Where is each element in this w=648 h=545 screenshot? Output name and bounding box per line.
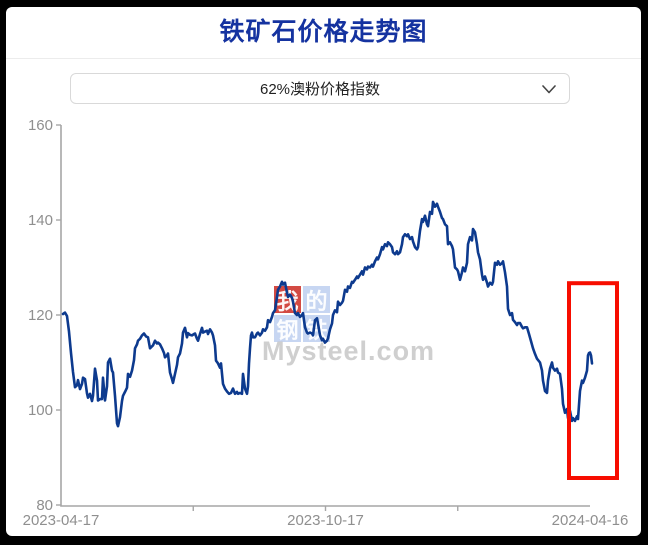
- x-axis-label: 2024-04-16: [552, 512, 629, 529]
- header-divider: [6, 58, 641, 59]
- y-axis-label: 80: [36, 497, 53, 514]
- price-chart-canvas[interactable]: 80 100 120 140 160 2023-04-17 2023-10-17 2024-0…: [6, 7, 641, 536]
- series-dropdown[interactable]: 62%澳粉价格指数: [70, 73, 570, 104]
- y-axis-label: 120: [28, 307, 53, 324]
- axis-lines: [60, 125, 590, 507]
- watermark-block: 的: [303, 286, 330, 314]
- price-line-series: [61, 200, 594, 428]
- watermark-logo: 我的钢铁: [274, 286, 332, 344]
- chevron-down-icon: [542, 85, 556, 94]
- y-axis-label: 100: [28, 402, 53, 419]
- y-axis-label: 140: [28, 212, 53, 229]
- chart-card: 铁矿石价格走势图 我的钢铁 Mysteel.com 80 100 120 140 160…: [6, 7, 641, 536]
- x-axis-label: 2023-10-17: [287, 512, 364, 529]
- watermark-text: Mysteel.com: [262, 336, 436, 366]
- watermark-block: 铁: [303, 315, 330, 343]
- highlight-box: [567, 281, 619, 481]
- y-axis-label: 160: [28, 117, 53, 134]
- series-dropdown-value: 62%澳粉价格指数: [259, 81, 381, 98]
- x-axis-label: 2023-04-17: [23, 512, 100, 529]
- watermark-block: 钢: [274, 315, 301, 343]
- page-title: 铁矿石价格走势图: [219, 18, 428, 46]
